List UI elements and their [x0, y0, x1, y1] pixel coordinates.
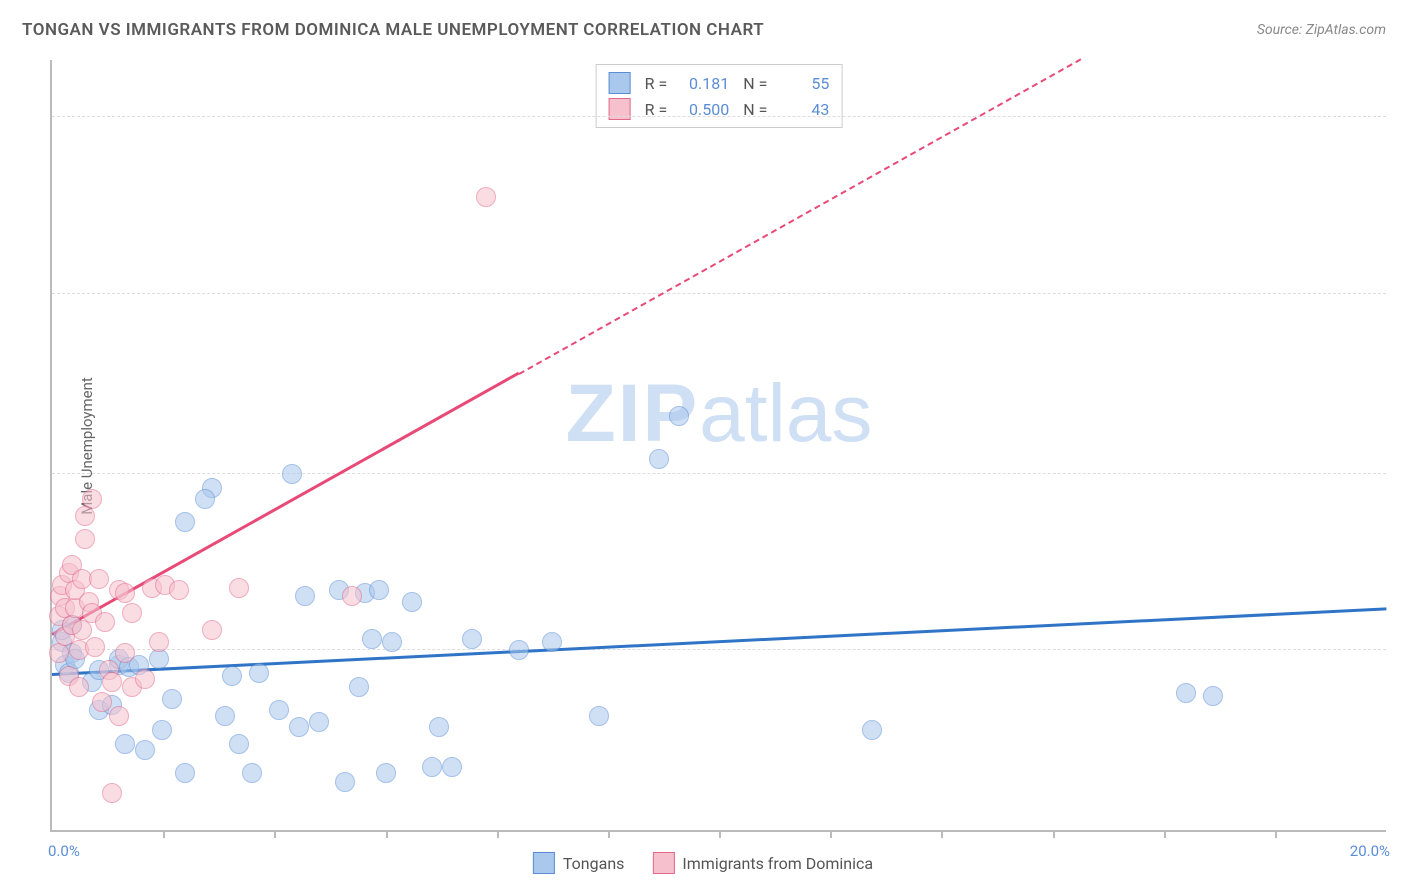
data-point [462, 629, 482, 649]
data-point [109, 706, 129, 726]
data-point [162, 689, 182, 709]
data-point [649, 449, 669, 469]
data-point [102, 672, 122, 692]
x-axis-min-label: 0.0% [48, 842, 80, 860]
x-tick [163, 830, 165, 838]
data-point [152, 720, 172, 740]
data-point [309, 712, 329, 732]
data-point [422, 757, 442, 777]
data-point [85, 637, 105, 657]
gridline [52, 649, 1386, 650]
data-point [95, 612, 115, 632]
data-point [49, 643, 69, 663]
data-point [75, 506, 95, 526]
watermark-rest: atlas [699, 368, 872, 459]
data-point [1203, 686, 1223, 706]
r-label: R = [645, 74, 668, 93]
swatch-tongans [609, 72, 631, 94]
data-point [862, 720, 882, 740]
data-point [202, 620, 222, 640]
chart-title: TONGAN VS IMMIGRANTS FROM DOMINICA MALE … [22, 20, 764, 40]
swatch-dominica [652, 852, 674, 874]
gridline [52, 116, 1386, 117]
data-point [92, 692, 112, 712]
data-point [249, 663, 269, 683]
data-point [135, 740, 155, 760]
data-point [72, 620, 92, 640]
scatter-plot-area: ZIPatlas R = 0.181 N = 55 R = 0.500 N = … [50, 60, 1386, 832]
x-tick [386, 830, 388, 838]
data-point [169, 580, 189, 600]
data-point [349, 677, 369, 697]
data-point [175, 763, 195, 783]
source-label: Source: [1257, 22, 1302, 38]
x-tick [497, 830, 499, 838]
data-point [149, 649, 169, 669]
data-point [75, 529, 95, 549]
x-tick [1275, 830, 1277, 838]
data-point [335, 772, 355, 792]
correlation-stats-legend: R = 0.181 N = 55 R = 0.500 N = 43 [596, 64, 843, 128]
x-tick [830, 830, 832, 838]
legend-item-tongans: Tongans [533, 852, 625, 874]
x-axis-max-label: 20.0% [1350, 842, 1390, 860]
data-point [69, 677, 89, 697]
data-point [382, 632, 402, 652]
data-point [589, 706, 609, 726]
data-point [135, 669, 155, 689]
legend-label-tongans: Tongans [563, 854, 625, 873]
data-point [242, 763, 262, 783]
data-point [509, 640, 529, 660]
gridline [52, 473, 1386, 474]
legend-label-dominica: Immigrants from Dominica [682, 854, 873, 873]
data-point [115, 643, 135, 663]
stats-row-tongans: R = 0.181 N = 55 [609, 70, 830, 96]
source-attribution: Source: ZipAtlas.com [1257, 22, 1386, 38]
data-point [89, 569, 109, 589]
swatch-tongans [533, 852, 555, 874]
data-point [362, 629, 382, 649]
data-point [229, 578, 249, 598]
data-point [229, 734, 249, 754]
data-point [282, 464, 302, 484]
legend-item-dominica: Immigrants from Dominica [652, 852, 873, 874]
stats-row-dominica: R = 0.500 N = 43 [609, 96, 830, 122]
x-tick [1053, 830, 1055, 838]
r-value-tongans: 0.181 [677, 74, 729, 93]
data-point [149, 632, 169, 652]
data-point [369, 580, 389, 600]
x-tick [1164, 830, 1166, 838]
data-point [295, 586, 315, 606]
watermark: ZIPatlas [566, 367, 873, 461]
data-point [102, 783, 122, 803]
data-point [175, 512, 195, 532]
gridline [52, 293, 1386, 294]
data-point [222, 666, 242, 686]
data-point [442, 757, 462, 777]
data-point [429, 717, 449, 737]
data-point [376, 763, 396, 783]
data-point [122, 603, 142, 623]
data-point [195, 489, 215, 509]
data-point [476, 187, 496, 207]
x-tick [274, 830, 276, 838]
series-legend: Tongans Immigrants from Dominica [533, 852, 873, 874]
source-value: ZipAtlas.com [1306, 22, 1386, 38]
data-point [669, 406, 689, 426]
data-point [82, 489, 102, 509]
data-point [1176, 683, 1196, 703]
data-point [215, 706, 235, 726]
data-point [269, 700, 289, 720]
data-point [115, 583, 135, 603]
n-value-tongans: 55 [777, 74, 829, 93]
data-point [542, 632, 562, 652]
x-tick [608, 830, 610, 838]
x-tick [941, 830, 943, 838]
x-tick [719, 830, 721, 838]
data-point [115, 734, 135, 754]
n-label: N = [743, 74, 767, 93]
data-point [342, 586, 362, 606]
data-point [402, 592, 422, 612]
data-point [289, 717, 309, 737]
